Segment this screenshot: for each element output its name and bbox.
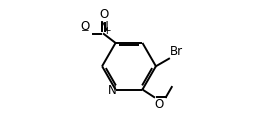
Text: Br: Br <box>170 45 183 58</box>
Text: O: O <box>155 98 164 111</box>
Text: +: + <box>103 26 111 35</box>
Text: O: O <box>99 8 108 21</box>
Text: −: − <box>81 26 90 36</box>
Text: N: N <box>108 84 117 97</box>
Text: N: N <box>99 20 108 33</box>
Text: O: O <box>81 20 90 33</box>
